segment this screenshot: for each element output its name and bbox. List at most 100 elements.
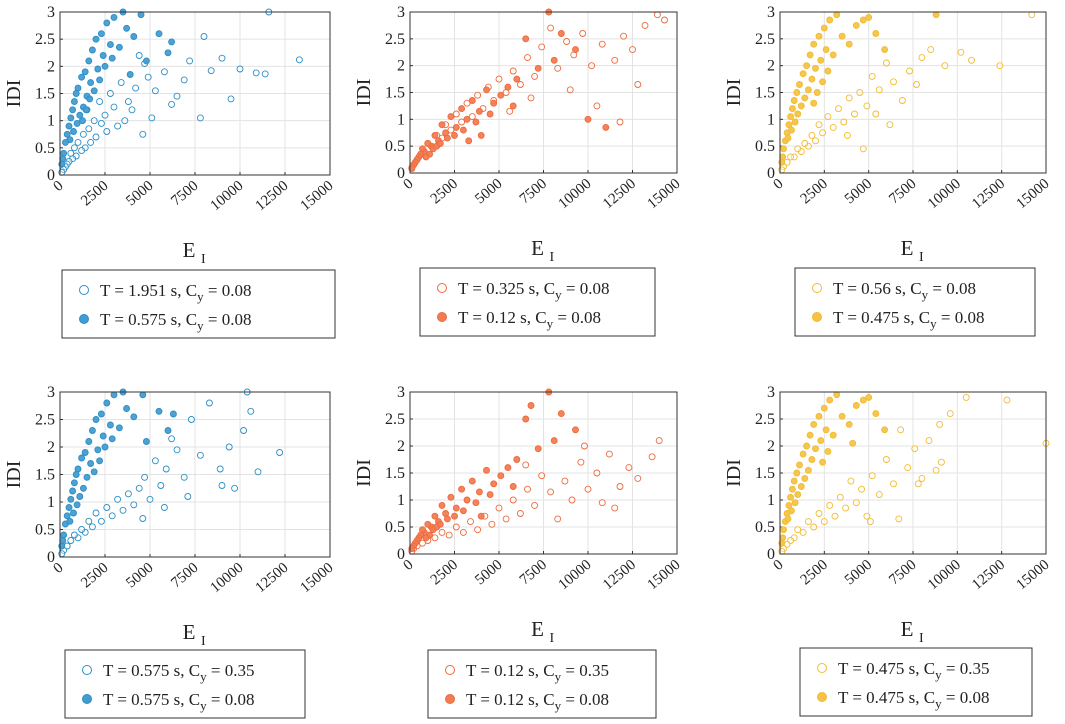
data-point [819,458,827,466]
data-point [483,86,490,94]
data-point [130,501,138,509]
data-point [801,140,809,147]
data-point [801,94,809,102]
data-point [872,30,880,37]
data-point [97,119,105,127]
data-point [788,105,796,113]
data-point [788,126,795,134]
data-point [840,118,848,126]
data-point [218,54,226,62]
data-point [438,501,446,509]
data-point [620,32,628,40]
data-point [92,35,100,43]
data-point [957,48,965,56]
data-point [67,495,75,503]
data-point [557,30,565,37]
data-point [812,445,819,453]
legend-box [799,647,1033,717]
data-point [852,499,860,507]
x-tick-label: 7500 [886,557,919,589]
data-point [918,54,926,62]
data-point [584,485,592,493]
data-point [69,487,77,495]
data-point [932,11,940,19]
data-point [173,446,181,454]
data-point [824,67,832,75]
plot-frame [59,11,331,176]
data-point [73,501,81,509]
data-point [815,32,823,40]
data-point [913,81,920,88]
legend-marker-filled [445,694,455,704]
y-axis-label: IDI [723,79,745,107]
data-point [616,118,624,126]
data-point [826,501,834,509]
y-axis-label: IDI [353,459,375,487]
data-point [200,33,208,40]
data-point [534,445,542,453]
data-point [81,449,89,456]
data-point [509,483,517,490]
data-point [180,473,188,481]
y-tick-label: 3 [47,384,55,401]
y-axis-label: IDI [723,459,745,487]
data-point [164,49,172,57]
chart-panel-4: 0 2500 5000 7500 10000 12500 1500000.511.522.5… [3,384,337,719]
data-point [842,504,850,512]
data-point [151,457,159,465]
data-point [276,449,284,456]
series-filled [58,388,177,550]
data-point [83,473,91,481]
x-axis-label-subscript: I [919,250,924,265]
data-point [577,458,585,466]
data-point [554,64,562,72]
data-point [151,87,159,95]
x-axis-label-subscript: I [550,250,555,265]
data-point [72,471,80,478]
data-point [445,531,453,539]
data-point [787,493,795,501]
legend-marker-filled [79,314,89,324]
x-tick-label: 5000 [472,176,505,208]
legend-marker-open [79,285,89,295]
plot-frame [409,11,678,174]
data-point [502,515,510,523]
data-point [459,126,467,134]
y-tick-label: 1.5 [385,465,405,482]
data-point [70,479,78,487]
data-point [463,496,471,504]
y-tick-label: 0.5 [35,522,55,539]
data-point [904,464,912,472]
data-point [504,83,512,91]
data-point [73,119,81,127]
data-point [483,466,490,474]
legend-label: T = 0.575 s, Cy = 0.08 [103,690,254,713]
data-point [70,128,77,135]
data-point [932,466,940,474]
data-point [79,130,87,138]
data-point [90,468,98,476]
data-point [641,21,649,29]
data-point [90,87,98,95]
data-point [593,469,601,477]
data-point [168,435,176,443]
data-point [458,485,466,493]
data-point [780,145,787,153]
x-tick-label: 12500 [253,178,292,214]
data-point [168,38,176,46]
data-point [826,16,834,24]
data-point [897,426,905,434]
legend: T = 0.575 s, Cy = 0.35 T = 0.575 s, Cy = … [64,649,306,719]
data-point [101,443,109,451]
data-point [1003,396,1011,404]
data-point [451,131,458,139]
data-point [422,153,430,161]
legend: T = 0.56 s, Cy = 0.08 T = 0.475 s, Cy = 0… [794,267,1036,337]
data-point [653,11,661,19]
x-tick-label: 10000 [925,557,964,593]
legend-marker-open [812,283,822,293]
data-point [845,94,853,102]
data-point [572,46,579,54]
legend-marker-open [817,663,827,673]
